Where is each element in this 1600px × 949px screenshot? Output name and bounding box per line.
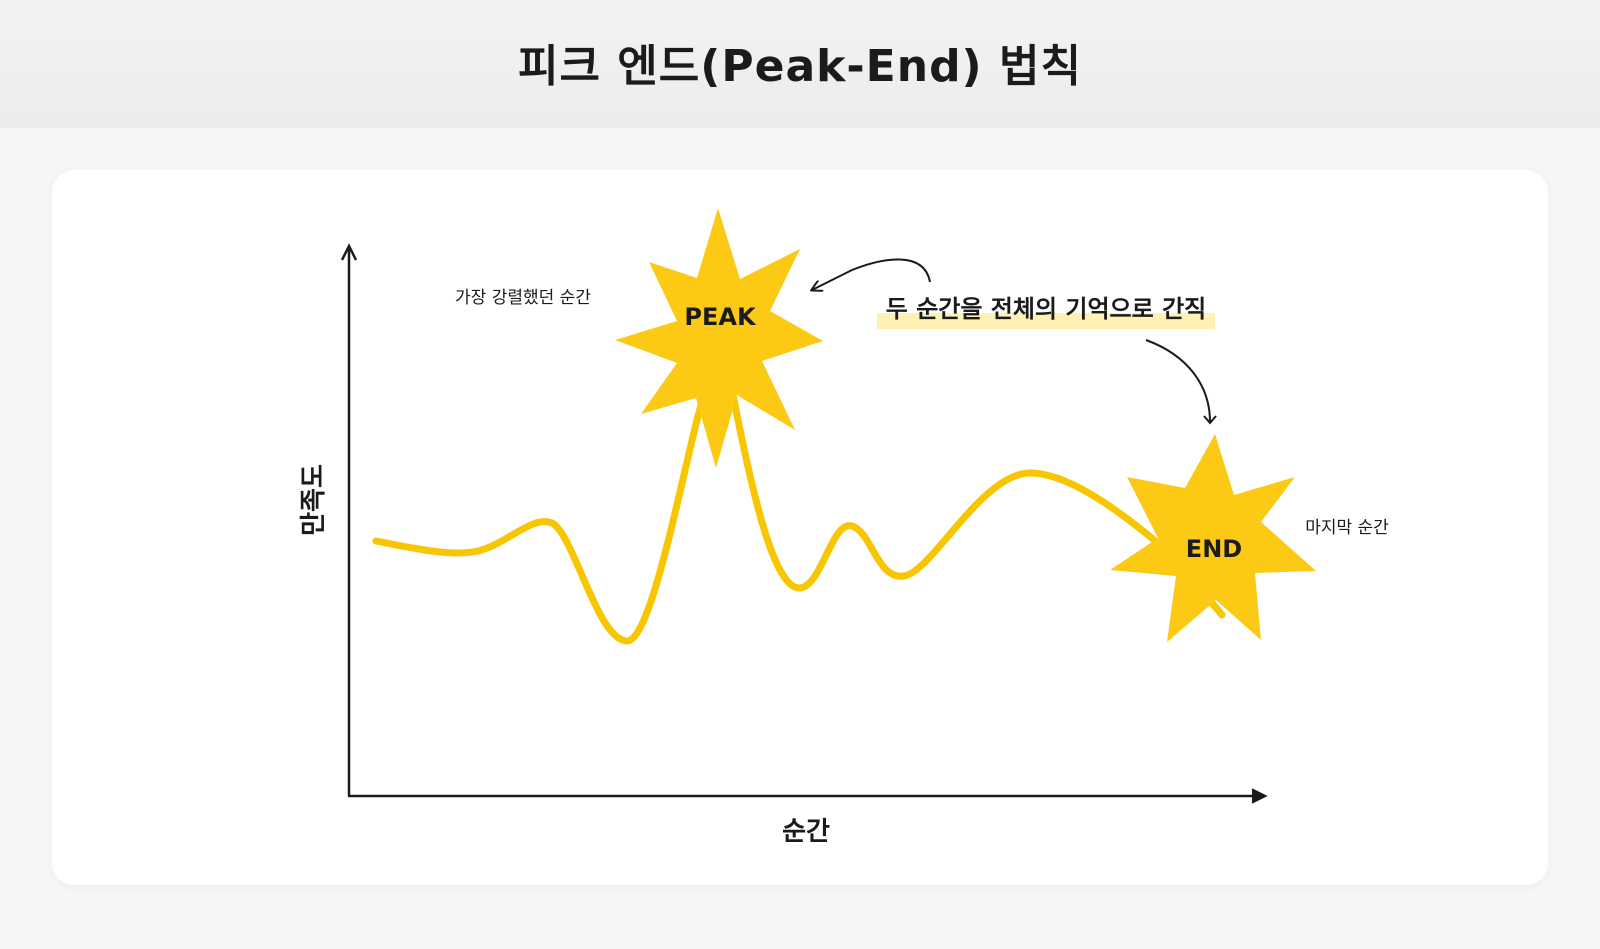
end-note: 마지막 순간 [1305, 518, 1389, 538]
y-axis-arrow-icon [340, 243, 358, 261]
diagram-card: 만족도 순간 PEAK 가장 강렬했던 순간 END 마지막 순간 두 순간을 … [52, 170, 1548, 885]
end-label: END [1186, 535, 1242, 563]
page-title: 피크 엔드(Peak-End) 법칙 [518, 41, 1082, 92]
callout-highlight [877, 313, 1215, 329]
x-axis-arrow-icon [1251, 788, 1268, 804]
peak-label: PEAK [684, 303, 757, 331]
peak-star-icon [615, 208, 823, 468]
arrow-to-end-icon [1145, 339, 1217, 425]
x-axis-label: 순간 [782, 817, 830, 847]
arrow-to-peak-icon [812, 258, 931, 290]
y-axis-label: 만족도 [299, 464, 329, 536]
callout-text: 두 순간을 전체의 기억으로 간직 [886, 295, 1206, 323]
peak-note: 가장 강렬했던 순간 [455, 288, 591, 308]
satisfaction-curve [372, 344, 1226, 645]
peak-end-diagram: 만족도 순간 PEAK 가장 강렬했던 순간 END 마지막 순간 두 순간을 … [299, 208, 1389, 847]
header-banner: 피크 엔드(Peak-End) 법칙 [0, 0, 1600, 128]
end-star-icon [1110, 434, 1316, 642]
